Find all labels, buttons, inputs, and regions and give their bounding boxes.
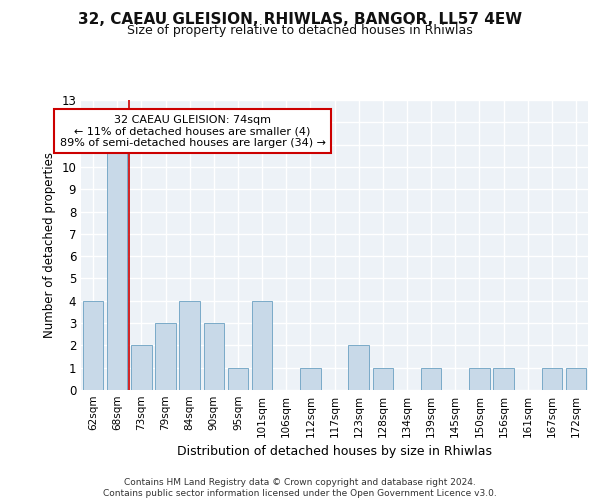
Bar xyxy=(179,301,200,390)
Bar xyxy=(83,301,103,390)
Bar xyxy=(107,122,127,390)
Bar xyxy=(349,346,369,390)
Text: Size of property relative to detached houses in Rhiwlas: Size of property relative to detached ho… xyxy=(127,24,473,37)
Bar xyxy=(203,323,224,390)
Bar xyxy=(566,368,586,390)
Bar xyxy=(469,368,490,390)
Text: 32, CAEAU GLEISION, RHIWLAS, BANGOR, LL57 4EW: 32, CAEAU GLEISION, RHIWLAS, BANGOR, LL5… xyxy=(78,12,522,28)
Bar xyxy=(131,346,152,390)
Bar xyxy=(155,323,176,390)
Bar xyxy=(227,368,248,390)
Bar xyxy=(542,368,562,390)
Bar xyxy=(300,368,320,390)
Y-axis label: Number of detached properties: Number of detached properties xyxy=(43,152,56,338)
Bar xyxy=(373,368,393,390)
Text: 32 CAEAU GLEISION: 74sqm
← 11% of detached houses are smaller (4)
89% of semi-de: 32 CAEAU GLEISION: 74sqm ← 11% of detach… xyxy=(59,114,326,148)
X-axis label: Distribution of detached houses by size in Rhiwlas: Distribution of detached houses by size … xyxy=(177,446,492,458)
Text: Contains HM Land Registry data © Crown copyright and database right 2024.
Contai: Contains HM Land Registry data © Crown c… xyxy=(103,478,497,498)
Bar xyxy=(493,368,514,390)
Bar xyxy=(421,368,442,390)
Bar xyxy=(252,301,272,390)
